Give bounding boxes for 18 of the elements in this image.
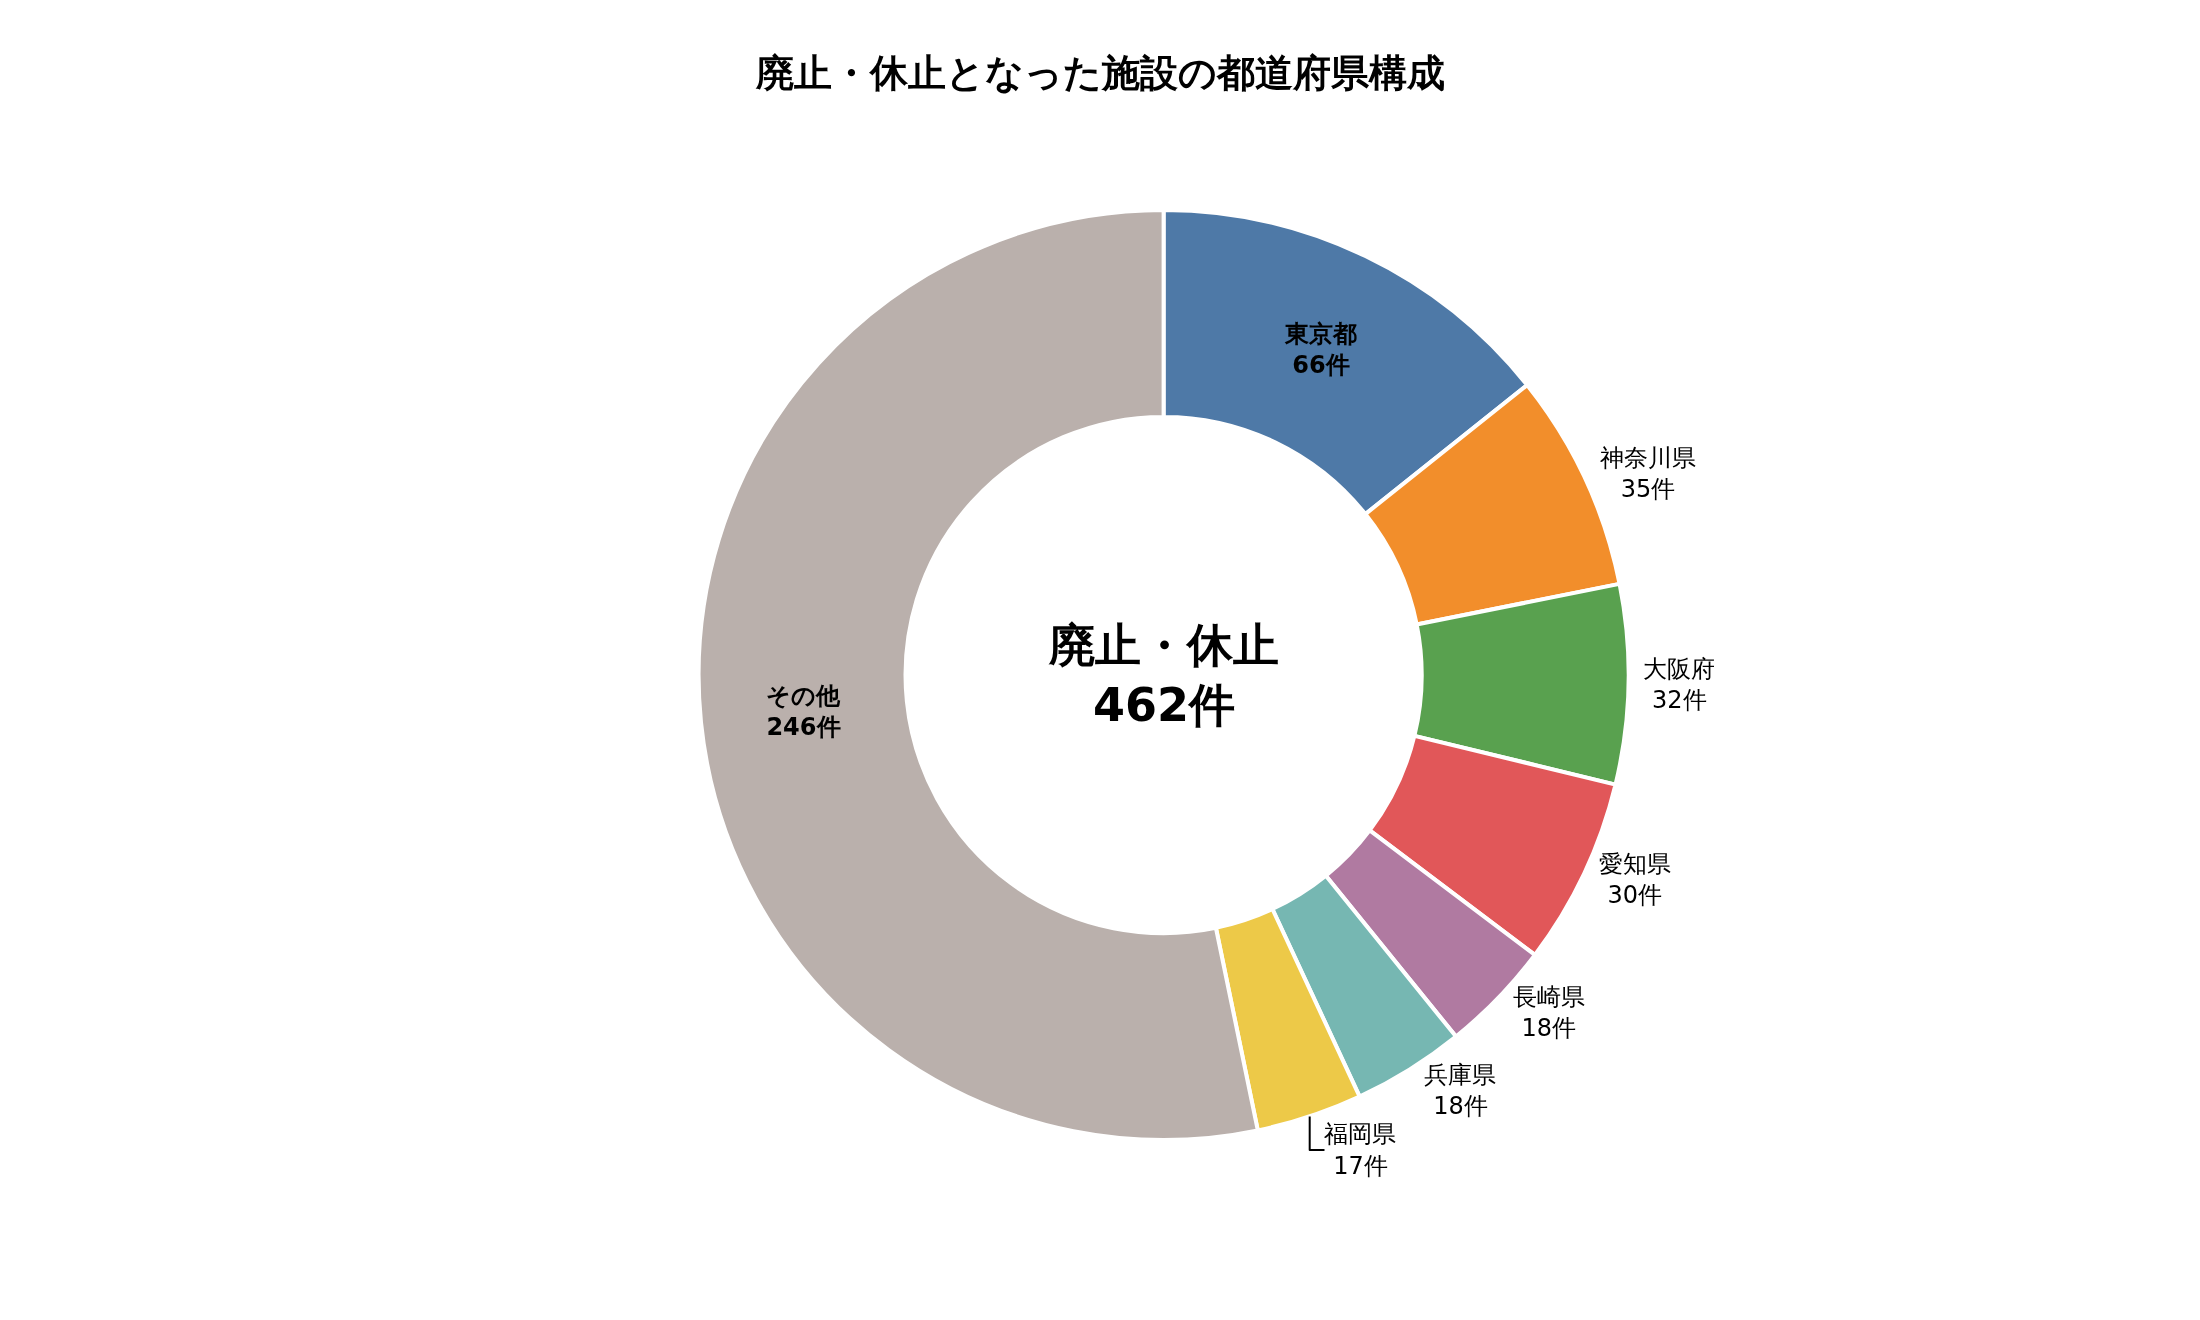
data-label: 18件: [1433, 1092, 1488, 1121]
slice-label: 愛知県: [1598, 849, 1671, 878]
data-label: 32件: [1652, 686, 1707, 715]
data-label: 66件: [1292, 350, 1350, 379]
text: 廃止・休止 462件: [1048, 618, 1279, 732]
data-label: 35件: [1620, 475, 1676, 504]
slice-label: 神奈川県: [1600, 444, 1697, 473]
data-label: 18件: [1521, 1014, 1577, 1043]
slice-label: 大阪府: [1643, 654, 1716, 683]
slice-label: 福岡県: [1324, 1120, 1397, 1149]
data-label: 30件: [1607, 880, 1662, 909]
data-label: 246件: [766, 713, 841, 742]
slice-label: 兵庫県: [1424, 1061, 1497, 1090]
slice-label: 東京都: [1283, 319, 1357, 348]
slice-label: 長崎県: [1512, 982, 1585, 1011]
chart-title: 廃止・休止となった施設の都道府県構成: [754, 51, 1445, 95]
slice-label: その他: [766, 682, 842, 711]
data-label: 17件: [1333, 1151, 1388, 1180]
